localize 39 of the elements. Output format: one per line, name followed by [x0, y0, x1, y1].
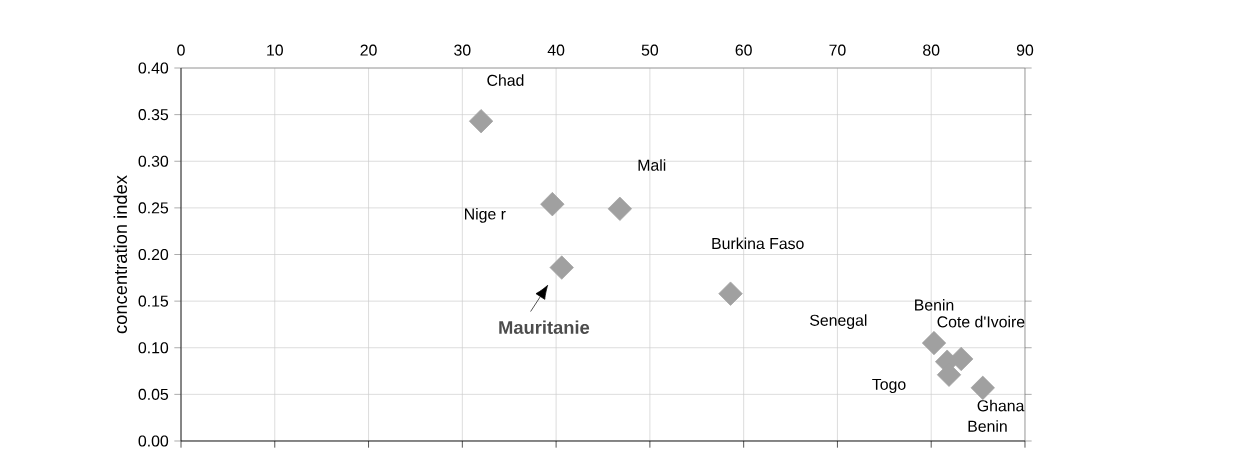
point	[949, 346, 974, 372]
point	[540, 192, 565, 217]
x-tick-label: 60	[735, 44, 752, 56]
annotation: Burkina Faso	[712, 237, 804, 250]
annotation: Mauritanie	[499, 320, 590, 334]
y-tick-label: 0.35	[138, 109, 169, 121]
y-tick-label: 0.05	[138, 388, 169, 400]
x-tick-label: 70	[829, 44, 846, 56]
point	[718, 281, 743, 306]
y-tick-label: 0.20	[138, 248, 169, 261]
point	[468, 109, 494, 134]
y-axis-title: concentration index	[113, 175, 128, 334]
x-tick-label: 50	[641, 44, 659, 56]
x-tick-label: 30	[454, 44, 471, 56]
x-tick-label: 20	[360, 44, 377, 56]
annotation: Benin	[915, 299, 954, 311]
point	[607, 196, 632, 221]
point	[970, 375, 995, 400]
annotation: Togo	[872, 378, 906, 394]
point	[549, 255, 574, 280]
x-tick-label: 40	[547, 44, 565, 56]
y-tick-label: 0.00	[138, 435, 169, 447]
annotation: Ghana	[977, 399, 1025, 412]
annotation: Mali	[638, 159, 666, 171]
point	[921, 330, 947, 356]
annotation: Senegal	[810, 314, 867, 330]
x-tick-label: 80	[923, 44, 940, 56]
x-tick-label: 10	[267, 44, 283, 56]
x-tick-label: 90	[1016, 44, 1034, 56]
y-tick-label: 0.25	[138, 202, 169, 214]
annotation: Chad	[487, 74, 524, 86]
annotation: Cote d'Ivoire	[937, 315, 1025, 328]
x-tick-label: 0	[177, 44, 185, 56]
annotation: Benin	[968, 420, 1007, 432]
annotation: Nige r	[465, 207, 506, 223]
y-tick-label: 0.30	[138, 155, 169, 167]
y-tick-label: 0.10	[138, 342, 169, 354]
y-tick-label: 0.40	[138, 62, 169, 74]
y-tick-label: 0.15	[138, 295, 169, 307]
